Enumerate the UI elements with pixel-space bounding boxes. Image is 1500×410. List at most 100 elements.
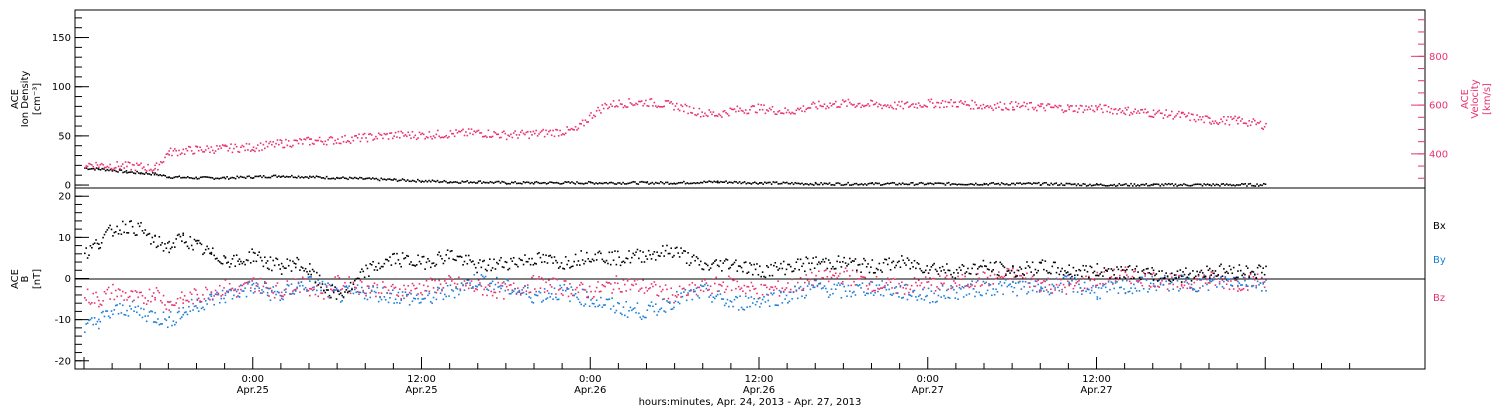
- data-point: [418, 283, 421, 285]
- data-point: [372, 139, 374, 141]
- data-point: [1113, 108, 1115, 111]
- data-point: [330, 288, 332, 291]
- data-point: [348, 276, 350, 278]
- data-point: [325, 286, 328, 289]
- data-point: [643, 316, 646, 319]
- data-point: [993, 262, 996, 264]
- data-point: [1093, 110, 1096, 113]
- data-point: [902, 107, 905, 110]
- data-point: [306, 137, 308, 139]
- data-point: [1169, 272, 1172, 275]
- data-point: [144, 168, 147, 171]
- data-point: [749, 289, 751, 292]
- data-point: [1214, 184, 1216, 187]
- data-point: [886, 277, 889, 280]
- data-point: [446, 278, 449, 280]
- data-point: [252, 278, 255, 280]
- data-point: [971, 284, 973, 286]
- data-point: [141, 294, 144, 297]
- data-point: [737, 285, 740, 288]
- data-point: [912, 181, 914, 184]
- data-point: [780, 262, 782, 265]
- data-point: [445, 134, 448, 137]
- data-point: [604, 261, 606, 264]
- data-point: [581, 288, 584, 291]
- data-point: [1010, 269, 1013, 272]
- data-point: [646, 104, 649, 107]
- data-point: [756, 300, 758, 303]
- data-point: [969, 183, 972, 185]
- data-point: [639, 181, 641, 183]
- data-point: [789, 288, 792, 291]
- data-point: [428, 179, 430, 182]
- data-point: [408, 180, 411, 183]
- data-point: [889, 281, 892, 283]
- data-point: [538, 290, 540, 293]
- data-point: [818, 283, 820, 285]
- data-point: [822, 287, 824, 289]
- data-point: [1114, 108, 1117, 110]
- data-point: [1085, 265, 1087, 267]
- data-point: [256, 175, 258, 178]
- data-point: [625, 106, 628, 108]
- data-point: [307, 276, 310, 279]
- data-point: [936, 270, 938, 273]
- data-point: [704, 283, 706, 286]
- data-point: [428, 292, 431, 295]
- data-point: [195, 305, 197, 307]
- data-point: [86, 288, 89, 291]
- data-point: [991, 294, 993, 297]
- data-point: [294, 266, 297, 269]
- data-point: [782, 181, 785, 184]
- data-point: [760, 275, 763, 278]
- data-point: [671, 294, 674, 296]
- data-point: [348, 140, 350, 143]
- data-point: [543, 288, 546, 290]
- data-point: [1061, 291, 1063, 293]
- data-point: [843, 183, 846, 186]
- data-point: [1024, 277, 1027, 280]
- data-point: [559, 183, 561, 185]
- data-point: [886, 182, 889, 185]
- data-point: [414, 265, 417, 267]
- data-point: [268, 295, 270, 297]
- data-point: [577, 291, 580, 294]
- data-point: [877, 268, 879, 271]
- data-point: [252, 277, 255, 279]
- data-point: [185, 299, 187, 302]
- data-point: [418, 302, 421, 304]
- data-point: [133, 310, 135, 312]
- data-point: [435, 298, 438, 301]
- data-point: [98, 299, 100, 302]
- data-point: [1159, 112, 1162, 115]
- data-point: [818, 270, 820, 273]
- data-point: [628, 98, 630, 100]
- data-point: [1127, 266, 1130, 268]
- data-point: [361, 137, 363, 139]
- data-point: [865, 184, 868, 186]
- data-point: [1199, 116, 1201, 118]
- data-point: [645, 255, 647, 257]
- data-point: [303, 269, 305, 272]
- data-point: [740, 306, 743, 309]
- data-point: [656, 251, 658, 254]
- data-point: [635, 283, 637, 285]
- data-point: [174, 323, 176, 326]
- data-point: [1161, 112, 1163, 115]
- data-point: [221, 289, 224, 292]
- data-point: [594, 290, 597, 293]
- data-point: [609, 283, 612, 285]
- data-point: [1252, 276, 1255, 278]
- data-point: [580, 123, 583, 125]
- data-point: [273, 174, 275, 177]
- data-point: [1241, 274, 1243, 277]
- data-point: [852, 183, 854, 186]
- data-point: [1152, 272, 1155, 274]
- data-point: [875, 275, 878, 278]
- data-point: [595, 299, 598, 302]
- data-point: [466, 262, 469, 265]
- data-point: [310, 276, 313, 278]
- data-point: [559, 284, 561, 287]
- data-point: [162, 311, 165, 314]
- data-point: [1032, 182, 1035, 184]
